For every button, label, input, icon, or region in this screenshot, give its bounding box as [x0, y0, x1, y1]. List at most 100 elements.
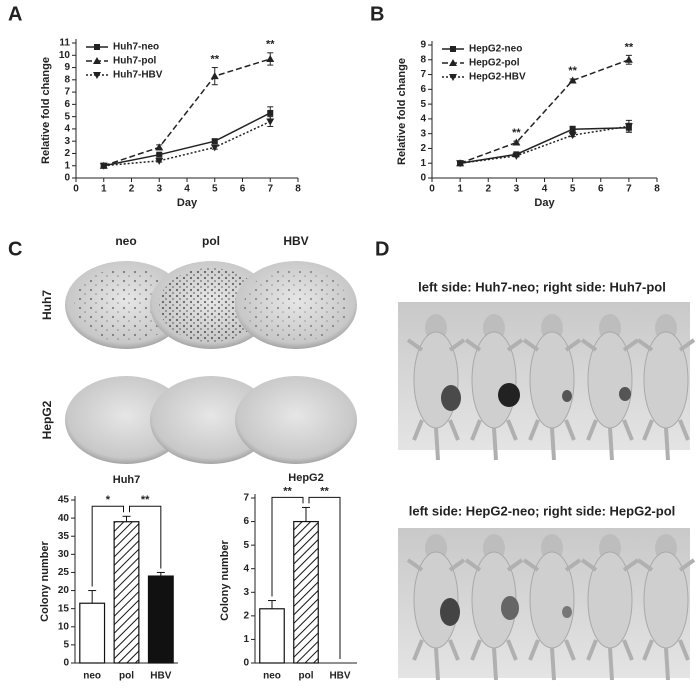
- x-tick-label: 3: [514, 184, 520, 195]
- chart-title: HepG2: [288, 472, 323, 484]
- y-tick-label: 7: [420, 69, 426, 80]
- marker: [266, 118, 275, 126]
- plate-column-label: neo: [115, 234, 136, 248]
- x-tick-label: 0: [73, 184, 79, 195]
- series-line: [460, 125, 629, 164]
- y-tick-label: 10: [59, 50, 71, 61]
- marker: [449, 59, 457, 66]
- series-line: [103, 112, 271, 167]
- significance: *: [106, 494, 111, 506]
- x-tick-label: 5: [212, 184, 218, 195]
- y-tick-label: 10: [58, 621, 70, 632]
- x-tick-label: 6: [598, 184, 604, 195]
- marker: [512, 138, 521, 146]
- y-tick-label: 3: [64, 136, 70, 147]
- marker: [624, 55, 633, 63]
- significance: **: [283, 485, 292, 497]
- x-tick-label: 7: [267, 184, 273, 195]
- marker: [99, 162, 108, 170]
- y-tick-label: 11: [59, 38, 70, 49]
- bar: [113, 521, 140, 664]
- y-tick-label: 45: [58, 495, 70, 506]
- bar: [259, 608, 285, 664]
- marker: [569, 126, 576, 133]
- bracket: [129, 505, 162, 569]
- y-tick-label: 6: [243, 516, 249, 527]
- y-tick-label: 3: [420, 128, 426, 139]
- bar: [79, 602, 106, 664]
- legend-label: HepG2-neo: [469, 44, 522, 55]
- significance: **: [568, 65, 577, 77]
- significance: **: [210, 53, 219, 65]
- chart-title: Huh7: [113, 474, 141, 486]
- series-line: [459, 59, 630, 164]
- series-line: [460, 127, 629, 164]
- y-tick-label: 20: [58, 585, 70, 596]
- y-tick-label: 0: [64, 173, 70, 184]
- y-tick-label: 40: [58, 513, 70, 524]
- panel-letter: D: [375, 238, 389, 260]
- y-axis-label: Colony number: [39, 540, 51, 621]
- y-tick-label: 5: [63, 640, 69, 651]
- legend-label: Huh7-HBV: [113, 70, 163, 81]
- y-tick-label: 5: [420, 99, 426, 110]
- y-tick-label: 25: [58, 567, 70, 578]
- y-tick-label: 4: [243, 563, 249, 574]
- y-tick-label: 5: [64, 111, 70, 122]
- plate-column-label: pol: [202, 234, 220, 248]
- marker: [266, 54, 275, 62]
- marker: [210, 72, 219, 80]
- bar: [147, 575, 174, 664]
- y-tick-label: 5: [243, 540, 249, 551]
- marker: [156, 151, 163, 158]
- y-tick-label: 9: [64, 62, 70, 73]
- y-tick-label: 2: [64, 148, 70, 159]
- x-tick-label: HBV: [150, 671, 171, 682]
- y-tick-label: 0: [420, 173, 426, 184]
- x-tick-label: 4: [184, 184, 190, 195]
- y-tick-label: 1: [64, 160, 70, 171]
- y-axis-label: Colony number: [219, 539, 231, 620]
- plate-column-label: HBV: [283, 234, 308, 248]
- marker: [449, 74, 457, 81]
- x-tick-label: 8: [654, 184, 660, 195]
- x-tick-label: 7: [626, 184, 632, 195]
- y-tick-label: 8: [420, 54, 426, 65]
- x-tick-label: 3: [156, 184, 162, 195]
- x-tick-label: 2: [129, 184, 135, 195]
- y-tick-label: 4: [420, 114, 426, 125]
- y-axis-label: Relative fold change: [396, 58, 408, 165]
- y-tick-label: 35: [58, 531, 70, 542]
- y-tick-label: 4: [64, 124, 70, 135]
- x-axis-label: Day: [534, 197, 555, 209]
- x-tick-label: 8: [295, 184, 301, 195]
- y-tick-label: 15: [58, 603, 70, 614]
- x-tick-label: 4: [542, 184, 548, 195]
- x-tick-label: 1: [457, 184, 463, 195]
- series-line: [103, 120, 271, 167]
- panel-letter: A: [8, 3, 22, 25]
- y-tick-label: 1: [420, 158, 426, 169]
- x-tick-label: neo: [83, 671, 101, 682]
- marker: [267, 109, 274, 116]
- bracket: [308, 496, 341, 659]
- x-axis-label: Day: [177, 197, 198, 209]
- y-tick-label: 7: [243, 493, 249, 504]
- legend-label: Huh7-neo: [113, 42, 159, 53]
- marker: [155, 157, 164, 165]
- marker: [211, 138, 218, 145]
- y-tick-label: 2: [420, 143, 426, 154]
- marker: [568, 132, 577, 140]
- y-tick-label: 9: [420, 40, 426, 51]
- plate-row-label: HepG2: [40, 400, 54, 439]
- marker: [624, 123, 633, 131]
- marker: [456, 160, 465, 168]
- photo-caption: left side: HepG2-neo; right side: HepG2-…: [409, 503, 676, 518]
- y-tick-label: 6: [64, 99, 70, 110]
- y-tick-label: 6: [420, 84, 426, 95]
- legend-label: Huh7-pol: [113, 56, 157, 67]
- marker: [210, 144, 219, 152]
- y-tick-label: 0: [243, 658, 249, 669]
- photo-caption: left side: Huh7-neo; right side: Huh7-po…: [418, 279, 666, 294]
- xenograft-photo: [398, 302, 696, 462]
